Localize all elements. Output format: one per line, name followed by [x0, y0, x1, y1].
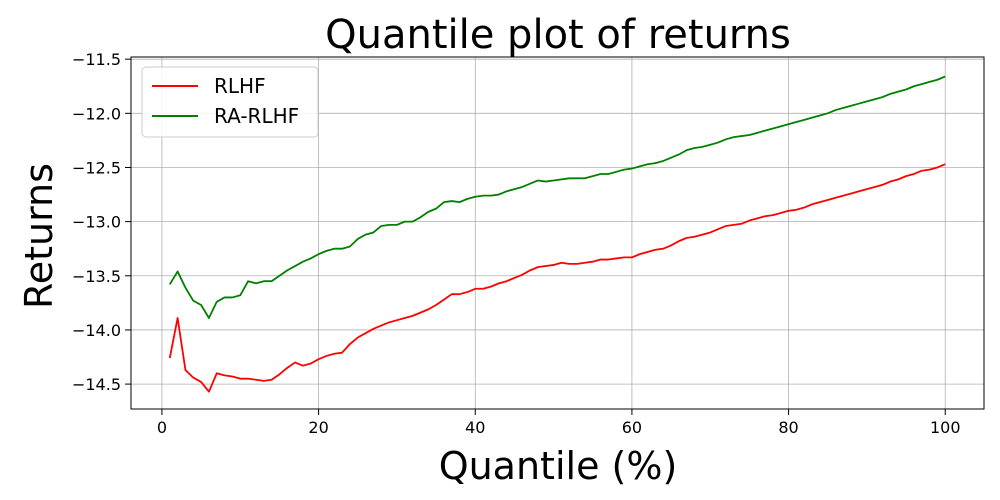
x-tick-label: 100	[930, 418, 961, 437]
y-tick-label: −14.0	[72, 321, 121, 340]
legend-label-ra-rlhf: RA-RLHF	[214, 104, 299, 128]
y-tick-label: −13.5	[72, 267, 121, 286]
legend-box	[141, 66, 319, 138]
y-tick-label: −12.0	[72, 104, 121, 123]
series-line-ra-rlhf	[168, 75, 946, 319]
series-layer	[168, 75, 946, 393]
y-tick-label: −12.5	[72, 158, 121, 177]
y-axis-title: Returns	[17, 163, 61, 309]
legend-label-rlhf: RLHF	[214, 74, 266, 98]
x-tick-label: 80	[778, 418, 798, 437]
x-tick-label: 40	[465, 418, 485, 437]
y-tick-label: −13.0	[72, 213, 121, 232]
ticks: 0 20 40 60 80 100 −14.5 −14.0 −13.5 −13.0 −12.5 −12…	[72, 50, 961, 437]
x-tick-label: 0	[157, 418, 167, 437]
x-tick-label: 20	[308, 418, 328, 437]
chart-title: Quantile plot of returns	[325, 12, 791, 58]
grid	[131, 57, 984, 409]
y-tick-label: −11.5	[72, 50, 121, 69]
x-tick-label: 60	[622, 418, 642, 437]
y-tick-label: −14.5	[72, 375, 121, 394]
series-line-rlhf	[168, 163, 946, 393]
x-axis-title: Quantile (%)	[439, 444, 678, 488]
legend: RLHF RA-RLHF	[141, 66, 319, 138]
plot-frame	[130, 56, 985, 410]
